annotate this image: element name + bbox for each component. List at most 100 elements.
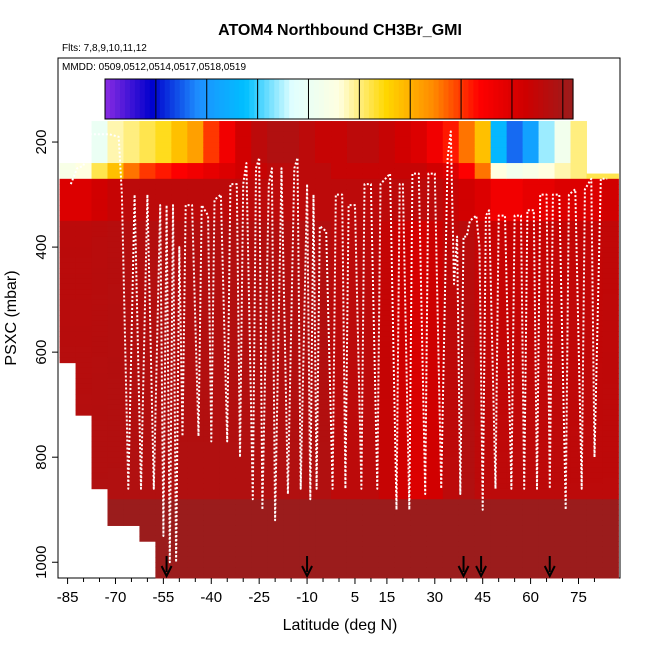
heatmap-cell	[155, 346, 172, 353]
heatmap-cell	[267, 262, 284, 269]
heatmap-cell	[586, 388, 603, 395]
x-tick-label: 15	[379, 589, 396, 606]
heatmap-cell	[331, 205, 348, 211]
heatmap-cell	[123, 189, 140, 196]
heatmap-cell	[251, 451, 268, 458]
heatmap-cell	[187, 567, 204, 574]
heatmap-cell	[474, 126, 492, 133]
heatmap-cell	[394, 388, 412, 395]
heatmap-cell	[315, 409, 332, 416]
heatmap-cell	[346, 357, 364, 364]
heatmap-cell	[75, 299, 93, 306]
heatmap-cell	[602, 504, 619, 511]
heatmap-cell	[506, 404, 524, 411]
heatmap-cell	[394, 567, 412, 574]
heatmap-cell	[442, 388, 460, 395]
heatmap-cell	[378, 556, 396, 563]
heatmap-cell	[426, 404, 444, 411]
heatmap-cell	[586, 257, 603, 264]
heatmap-cell	[107, 325, 124, 332]
heatmap-cell	[171, 472, 188, 479]
heatmap-cell	[490, 126, 508, 133]
heatmap-cell	[107, 430, 124, 437]
heatmap-cell	[522, 373, 540, 379]
heatmap-cell	[586, 556, 603, 563]
heatmap-cell	[203, 178, 220, 185]
heatmap-cell	[506, 446, 524, 453]
heatmap-cell	[522, 425, 540, 432]
heatmap-cell	[299, 462, 316, 469]
heatmap-cell	[203, 467, 220, 474]
heatmap-cell	[171, 525, 188, 532]
heatmap-cell	[235, 441, 252, 448]
heatmap-cell	[458, 446, 476, 453]
heatmap-cell	[426, 331, 444, 337]
heatmap-cell	[378, 184, 396, 190]
heatmap-cell	[410, 436, 428, 442]
heatmap-cell	[235, 126, 252, 133]
heatmap-cell	[362, 152, 380, 159]
heatmap-cell	[458, 331, 476, 337]
heatmap-cell	[235, 278, 252, 285]
heatmap-cell	[203, 457, 220, 463]
heatmap-cell	[267, 483, 284, 490]
heatmap-cell	[394, 299, 412, 306]
heatmap-cell	[331, 341, 348, 348]
heatmap-cell	[235, 567, 252, 574]
heatmap-cell	[570, 278, 587, 285]
heatmap-cell	[187, 236, 204, 243]
heatmap-cell	[75, 283, 93, 290]
heatmap-cell	[442, 446, 460, 453]
heatmap-cell	[346, 184, 364, 190]
heatmap-cell	[570, 352, 587, 358]
heatmap-cell	[299, 383, 316, 390]
heatmap-cell	[346, 430, 364, 437]
heatmap-cell	[346, 236, 364, 243]
heatmap-cell	[123, 262, 140, 269]
heatmap-cell	[522, 278, 540, 285]
heatmap-cell	[490, 205, 508, 211]
heatmap-cell	[490, 336, 508, 343]
heatmap-cell	[315, 457, 332, 463]
heatmap-cell	[410, 399, 428, 406]
heatmap-cell	[139, 530, 156, 537]
heatmap-cell	[171, 425, 188, 432]
heatmap-cell	[107, 283, 124, 290]
heatmap-cell	[251, 530, 268, 537]
heatmap-cell	[171, 357, 188, 364]
heatmap-cell	[554, 394, 572, 400]
heatmap-cell	[251, 420, 268, 427]
heatmap-cell	[426, 567, 444, 574]
x-tick-label: 60	[522, 589, 539, 606]
heatmap-cell	[267, 572, 284, 579]
heatmap-cell	[315, 199, 332, 206]
heatmap-cell	[394, 352, 412, 358]
heatmap-cell	[442, 121, 460, 127]
heatmap-cell	[458, 504, 476, 511]
heatmap-cell	[267, 499, 284, 505]
heatmap-cell	[251, 294, 268, 301]
heatmap-cell	[554, 163, 572, 169]
heatmap-cell	[602, 236, 619, 243]
heatmap-cell	[490, 194, 508, 201]
heatmap-cell	[458, 236, 476, 243]
heatmap-cell	[219, 236, 236, 243]
heatmap-cell	[410, 572, 428, 579]
heatmap-cell	[410, 173, 428, 180]
heatmap-cell	[362, 546, 380, 553]
heatmap-cell	[315, 467, 332, 474]
heatmap-cell	[139, 425, 156, 432]
heatmap-cell	[554, 310, 572, 316]
colorbar-cell	[159, 79, 166, 119]
heatmap-cell	[315, 189, 332, 196]
heatmap-cell	[123, 210, 140, 217]
heatmap-cell	[139, 336, 156, 343]
heatmap-cell	[362, 205, 380, 211]
heatmap-cell	[570, 268, 587, 274]
heatmap-cell	[59, 262, 77, 269]
heatmap-cell	[59, 325, 77, 332]
heatmap-cell	[187, 541, 204, 547]
heatmap-cell	[331, 147, 348, 154]
heatmap-cell	[155, 210, 172, 217]
heatmap-cell	[554, 178, 572, 185]
